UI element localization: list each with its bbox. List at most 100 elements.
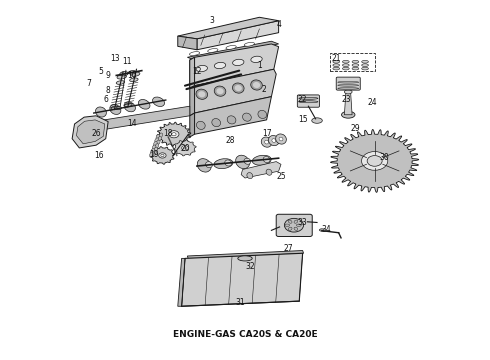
Polygon shape bbox=[157, 122, 191, 146]
Ellipse shape bbox=[154, 147, 157, 152]
Ellipse shape bbox=[205, 162, 213, 168]
Text: 6: 6 bbox=[103, 95, 108, 104]
Text: 23: 23 bbox=[341, 95, 351, 104]
Circle shape bbox=[172, 133, 176, 136]
Ellipse shape bbox=[124, 103, 132, 107]
Polygon shape bbox=[330, 130, 419, 192]
Ellipse shape bbox=[294, 220, 298, 223]
Ellipse shape bbox=[116, 81, 124, 84]
Ellipse shape bbox=[152, 151, 156, 155]
Polygon shape bbox=[178, 258, 185, 306]
Ellipse shape bbox=[243, 113, 251, 121]
Ellipse shape bbox=[344, 90, 352, 94]
Polygon shape bbox=[195, 96, 271, 134]
Ellipse shape bbox=[272, 139, 276, 143]
Text: 12: 12 bbox=[192, 68, 202, 77]
Ellipse shape bbox=[225, 160, 232, 166]
Ellipse shape bbox=[296, 224, 301, 226]
Text: 17: 17 bbox=[262, 129, 271, 138]
Ellipse shape bbox=[159, 133, 163, 138]
FancyBboxPatch shape bbox=[297, 95, 319, 107]
Text: 7: 7 bbox=[87, 80, 91, 89]
Text: 14: 14 bbox=[127, 119, 137, 128]
Ellipse shape bbox=[338, 81, 359, 83]
Ellipse shape bbox=[156, 134, 160, 139]
Ellipse shape bbox=[238, 256, 252, 261]
Ellipse shape bbox=[288, 227, 292, 230]
Circle shape bbox=[159, 153, 166, 158]
Ellipse shape bbox=[276, 134, 286, 144]
Polygon shape bbox=[150, 147, 175, 164]
Ellipse shape bbox=[343, 60, 349, 63]
Circle shape bbox=[284, 219, 304, 232]
FancyBboxPatch shape bbox=[336, 77, 360, 90]
Ellipse shape bbox=[124, 102, 135, 112]
Circle shape bbox=[367, 156, 382, 166]
Ellipse shape bbox=[263, 157, 270, 163]
Ellipse shape bbox=[196, 121, 205, 130]
Text: 21: 21 bbox=[332, 54, 341, 63]
Ellipse shape bbox=[258, 110, 267, 118]
Ellipse shape bbox=[319, 229, 324, 231]
Ellipse shape bbox=[198, 91, 205, 97]
Ellipse shape bbox=[233, 59, 244, 66]
Text: 27: 27 bbox=[283, 244, 293, 253]
Ellipse shape bbox=[96, 107, 106, 117]
Ellipse shape bbox=[116, 107, 122, 110]
Ellipse shape bbox=[285, 224, 290, 226]
Polygon shape bbox=[195, 44, 279, 86]
Ellipse shape bbox=[252, 155, 271, 165]
Text: 22: 22 bbox=[298, 95, 307, 104]
Ellipse shape bbox=[227, 116, 236, 124]
Ellipse shape bbox=[299, 101, 318, 103]
Polygon shape bbox=[76, 120, 105, 144]
Ellipse shape bbox=[342, 111, 355, 118]
Ellipse shape bbox=[251, 56, 262, 63]
Ellipse shape bbox=[333, 64, 340, 67]
Ellipse shape bbox=[111, 106, 119, 109]
Ellipse shape bbox=[343, 67, 349, 70]
Circle shape bbox=[362, 152, 388, 170]
Ellipse shape bbox=[120, 72, 128, 76]
Ellipse shape bbox=[214, 62, 226, 69]
Polygon shape bbox=[190, 113, 195, 137]
Ellipse shape bbox=[265, 140, 269, 144]
Ellipse shape bbox=[352, 60, 359, 63]
Text: 29: 29 bbox=[351, 124, 360, 133]
Polygon shape bbox=[344, 93, 352, 115]
Text: 26: 26 bbox=[91, 129, 101, 138]
Polygon shape bbox=[72, 116, 108, 148]
Circle shape bbox=[182, 145, 188, 150]
Ellipse shape bbox=[362, 67, 368, 70]
Polygon shape bbox=[190, 57, 195, 89]
Ellipse shape bbox=[352, 67, 359, 70]
Ellipse shape bbox=[338, 87, 359, 89]
Text: 28: 28 bbox=[226, 136, 235, 145]
Ellipse shape bbox=[294, 227, 298, 230]
Ellipse shape bbox=[196, 89, 208, 99]
Ellipse shape bbox=[151, 148, 155, 153]
Ellipse shape bbox=[362, 60, 368, 63]
Ellipse shape bbox=[253, 82, 260, 88]
Text: 18: 18 bbox=[164, 129, 173, 138]
Ellipse shape bbox=[333, 60, 340, 63]
Ellipse shape bbox=[266, 169, 272, 175]
Polygon shape bbox=[79, 106, 190, 133]
Ellipse shape bbox=[279, 137, 283, 141]
Ellipse shape bbox=[153, 141, 157, 146]
Text: 33: 33 bbox=[298, 218, 308, 227]
Text: 20: 20 bbox=[180, 144, 190, 153]
Text: 16: 16 bbox=[94, 151, 103, 160]
Ellipse shape bbox=[196, 66, 207, 72]
Ellipse shape bbox=[236, 155, 249, 169]
Text: 25: 25 bbox=[276, 172, 286, 181]
Ellipse shape bbox=[197, 159, 211, 172]
Ellipse shape bbox=[362, 64, 368, 67]
Ellipse shape bbox=[244, 158, 251, 164]
Ellipse shape bbox=[130, 78, 138, 82]
Text: 5: 5 bbox=[98, 68, 103, 77]
Polygon shape bbox=[190, 57, 195, 89]
Polygon shape bbox=[187, 41, 279, 60]
Ellipse shape bbox=[152, 145, 156, 150]
Polygon shape bbox=[174, 140, 196, 156]
